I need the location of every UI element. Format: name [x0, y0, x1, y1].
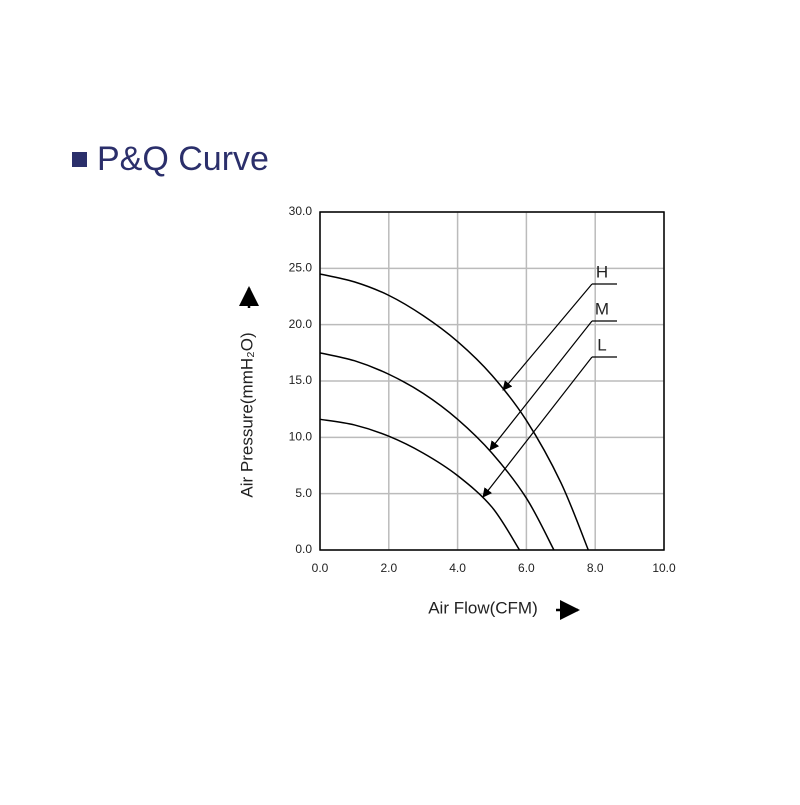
y-tick-label: 0.0 — [295, 542, 312, 556]
y-tick-label: 5.0 — [295, 486, 312, 500]
curve-label: M — [595, 299, 609, 318]
label-arrow — [489, 320, 593, 451]
y-tick-label: 30.0 — [289, 204, 313, 218]
y-tick-label: 25.0 — [289, 261, 313, 275]
y-tick-label: 10.0 — [289, 430, 313, 444]
pq-curve — [319, 352, 555, 551]
y-tick-label: 15.0 — [289, 373, 313, 387]
x-tick-label: 4.0 — [449, 561, 466, 575]
label-arrow — [502, 283, 593, 391]
x-tick-label: 2.0 — [380, 561, 397, 575]
x-tick-label: 6.0 — [518, 561, 535, 575]
x-tick-label: 0.0 — [312, 561, 329, 575]
x-axis-label: Air Flow(CFM) — [428, 598, 538, 617]
plot-frame — [319, 211, 665, 551]
pq-curve — [319, 418, 521, 551]
label-arrow — [482, 356, 593, 498]
y-axis-label: Air Pressure(mmH₂O) — [237, 332, 256, 497]
title-bullet — [72, 152, 87, 167]
x-tick-label: 8.0 — [587, 561, 604, 575]
x-tick-label: 10.0 — [652, 561, 676, 575]
curve-label: H — [596, 262, 608, 281]
chart-title: P&Q Curve — [97, 140, 269, 178]
y-tick-label: 20.0 — [289, 317, 313, 331]
curve-label: L — [597, 335, 606, 354]
pq-curve — [319, 273, 590, 551]
